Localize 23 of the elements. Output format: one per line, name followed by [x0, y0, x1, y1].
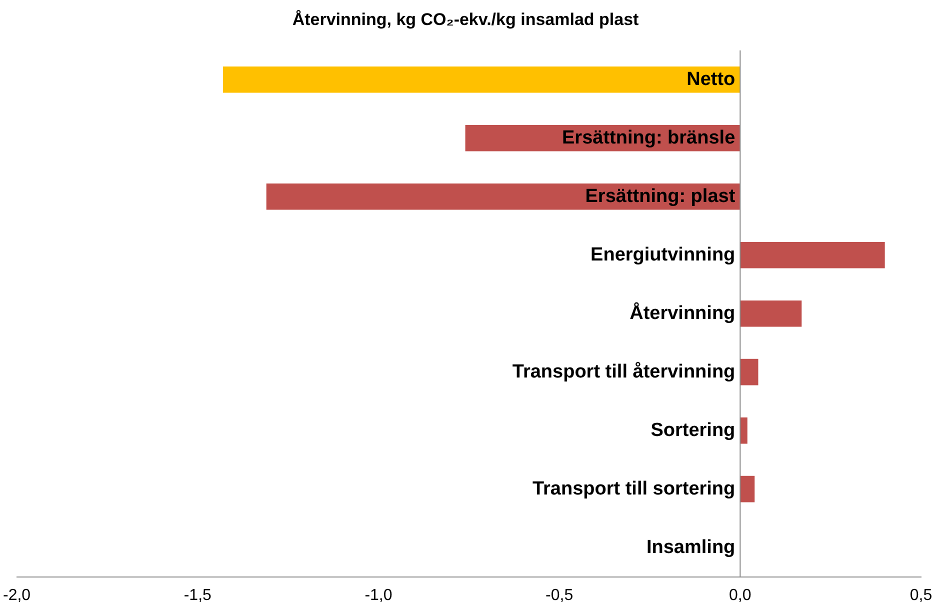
- y-tick-label: Netto: [686, 68, 736, 90]
- y-tick-label: Sortering: [650, 420, 736, 441]
- x-tick-label: -1,5: [184, 586, 212, 604]
- bar: [740, 300, 802, 327]
- chart-title: Återvinning, kg CO₂-ekv./kg insamlad plast: [292, 10, 640, 29]
- x-tick-label: -1,0: [364, 586, 392, 604]
- bar: [740, 417, 748, 444]
- y-tick-label: Transport till sortering: [532, 478, 736, 500]
- y-tick-label: Ersättning: plast: [585, 186, 736, 207]
- y-tick-label: Ersättning: bränsle: [562, 127, 736, 148]
- bar: [740, 476, 755, 502]
- y-tick-label: Transport till återvinning: [512, 361, 736, 382]
- x-tick-label: 0,0: [729, 586, 752, 604]
- x-tick-label: -0,5: [546, 586, 574, 604]
- x-tick-label: 0,5: [910, 586, 932, 604]
- y-tick-label: Insamling: [646, 536, 736, 558]
- bar: [266, 183, 740, 210]
- bar: [740, 242, 885, 268]
- y-tick-label: Återvinning: [630, 302, 736, 324]
- bar: [740, 358, 758, 386]
- x-tick-label: -2,0: [2, 586, 31, 604]
- y-tick-label: Energiutvinning: [590, 244, 736, 266]
- bar: [222, 66, 740, 93]
